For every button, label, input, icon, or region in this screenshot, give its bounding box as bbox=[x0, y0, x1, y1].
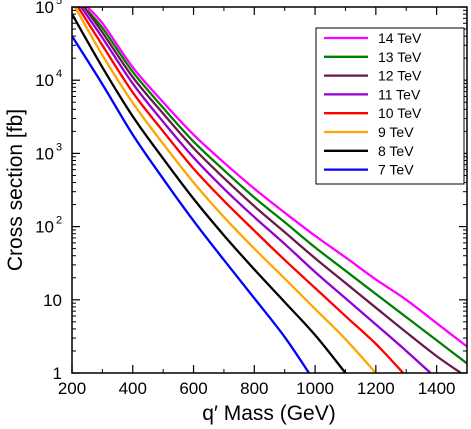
y-tick-exponent: 3 bbox=[56, 141, 62, 153]
y-tick-label: 10 bbox=[35, 144, 54, 163]
y-tick-base: 10 bbox=[35, 144, 54, 163]
y-tick-base: 10 bbox=[35, 71, 54, 90]
series-line-13-tev bbox=[86, 9, 467, 365]
y-tick-base: 10 bbox=[35, 218, 54, 237]
series-line-14-tev bbox=[86, 7, 467, 348]
legend-label: 8 TeV bbox=[378, 143, 414, 159]
y-tick-label: 1 bbox=[53, 364, 62, 383]
y-axis-label: Cross section [fb] bbox=[4, 109, 27, 271]
y-tick-label: 10 bbox=[35, 218, 54, 237]
legend-label: 10 TeV bbox=[378, 105, 422, 121]
x-tick-label: 1400 bbox=[418, 379, 456, 398]
legend-label: 13 TeV bbox=[378, 49, 422, 65]
legend-label: 12 TeV bbox=[378, 68, 422, 84]
y-tick-label: 10 bbox=[35, 0, 54, 17]
x-tick-label: 400 bbox=[119, 379, 147, 398]
y-tick-label: 10 bbox=[35, 71, 54, 90]
x-tick-label: 800 bbox=[240, 379, 268, 398]
y-tick-exponent: 5 bbox=[56, 0, 62, 7]
x-tick-label: 200 bbox=[58, 379, 86, 398]
series-line-9-tev bbox=[74, 7, 377, 373]
legend-box bbox=[315, 27, 465, 185]
legend-label: 14 TeV bbox=[378, 30, 422, 46]
y-tick-base: 1 bbox=[53, 364, 62, 383]
series-line-8-tev bbox=[72, 13, 347, 373]
legend-label: 7 TeV bbox=[378, 162, 414, 178]
x-axis-label: q′ Mass (GeV) bbox=[202, 402, 335, 425]
y-tick-exponent: 4 bbox=[56, 68, 62, 80]
series-line-12-tev bbox=[83, 7, 462, 373]
series-line-10-tev bbox=[77, 7, 405, 373]
curve-layer bbox=[72, 7, 467, 373]
x-tick-label: 1000 bbox=[296, 379, 334, 398]
legend-label: 9 TeV bbox=[378, 124, 414, 140]
series-line-7-tev bbox=[72, 35, 310, 373]
series-line-11-tev bbox=[80, 7, 432, 373]
legend-label: 11 TeV bbox=[378, 86, 421, 102]
plot-frame bbox=[71, 6, 468, 374]
y-tick-base: 10 bbox=[43, 291, 62, 310]
x-tick-label: 1200 bbox=[357, 379, 395, 398]
legend: 14 TeV 13 TeV 12 TeV 11 TeV 10 TeV 9 TeV 8 TeV… bbox=[315, 27, 465, 185]
x-tick-label: 600 bbox=[179, 379, 207, 398]
y-tick-exponent: 2 bbox=[56, 215, 62, 227]
y-tick-base: 10 bbox=[35, 0, 54, 17]
y-tick-label: 10 bbox=[43, 291, 62, 310]
